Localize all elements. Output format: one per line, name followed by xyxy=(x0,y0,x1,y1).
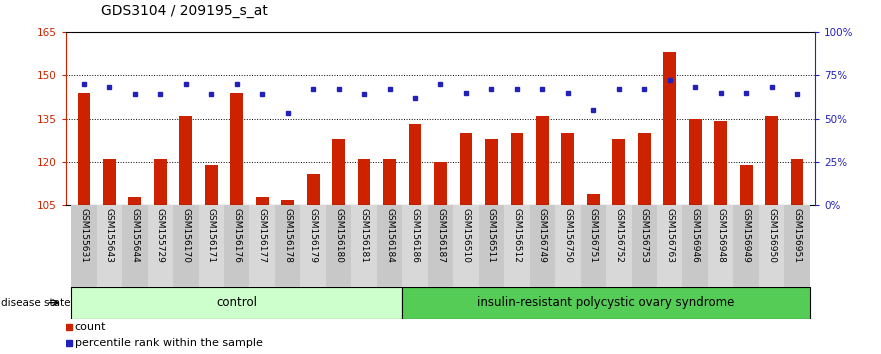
Text: GSM156511: GSM156511 xyxy=(487,208,496,263)
Bar xyxy=(358,159,370,205)
Text: GSM156510: GSM156510 xyxy=(462,208,470,263)
Bar xyxy=(791,159,803,205)
Bar xyxy=(71,287,403,319)
Bar xyxy=(205,165,218,205)
Bar xyxy=(561,133,574,205)
Bar xyxy=(307,173,320,205)
Bar xyxy=(300,205,326,290)
Bar xyxy=(733,205,759,290)
Text: GSM156951: GSM156951 xyxy=(793,208,802,263)
Bar xyxy=(683,205,708,290)
Bar xyxy=(581,205,606,290)
Bar xyxy=(632,205,657,290)
Text: GSM156763: GSM156763 xyxy=(665,208,674,263)
Bar xyxy=(122,205,148,290)
Text: GSM156950: GSM156950 xyxy=(767,208,776,263)
Text: GDS3104 / 209195_s_at: GDS3104 / 209195_s_at xyxy=(101,4,268,18)
Text: percentile rank within the sample: percentile rank within the sample xyxy=(75,338,263,348)
Bar xyxy=(403,205,428,290)
Bar xyxy=(587,194,600,205)
Bar xyxy=(657,205,683,290)
Bar xyxy=(249,205,275,290)
Bar xyxy=(740,165,752,205)
Bar xyxy=(383,159,396,205)
Bar xyxy=(511,133,523,205)
Bar xyxy=(434,162,447,205)
Bar xyxy=(103,159,115,205)
Bar xyxy=(78,93,90,205)
Bar xyxy=(275,205,300,290)
Text: GSM156749: GSM156749 xyxy=(538,208,547,263)
Bar xyxy=(198,205,224,290)
Bar xyxy=(428,205,453,290)
Text: count: count xyxy=(75,321,107,332)
Bar xyxy=(97,205,122,290)
Bar xyxy=(612,139,626,205)
Bar xyxy=(759,205,784,290)
Bar xyxy=(326,205,352,290)
Bar xyxy=(403,287,810,319)
Text: GSM156949: GSM156949 xyxy=(742,208,751,263)
Text: GSM156184: GSM156184 xyxy=(385,208,394,263)
Bar xyxy=(180,116,192,205)
Bar xyxy=(766,116,778,205)
Bar xyxy=(377,205,403,290)
Bar xyxy=(714,121,727,205)
Bar xyxy=(784,205,810,290)
Bar xyxy=(71,205,97,290)
Text: GSM156177: GSM156177 xyxy=(258,208,267,263)
Bar xyxy=(536,116,549,205)
Text: GSM156750: GSM156750 xyxy=(563,208,573,263)
Text: GSM156180: GSM156180 xyxy=(334,208,343,263)
Text: GSM155631: GSM155631 xyxy=(79,208,88,263)
Bar xyxy=(230,93,243,205)
Bar xyxy=(255,197,269,205)
Text: GSM156512: GSM156512 xyxy=(513,208,522,263)
Text: GSM155644: GSM155644 xyxy=(130,208,139,263)
Text: disease state: disease state xyxy=(1,298,70,308)
Text: GSM156751: GSM156751 xyxy=(589,208,598,263)
Bar xyxy=(708,205,733,290)
Text: GSM156179: GSM156179 xyxy=(308,208,318,263)
Bar xyxy=(409,124,421,205)
Bar xyxy=(332,139,345,205)
Text: insulin-resistant polycystic ovary syndrome: insulin-resistant polycystic ovary syndr… xyxy=(478,296,735,309)
Text: GSM156186: GSM156186 xyxy=(411,208,419,263)
Text: GSM156171: GSM156171 xyxy=(207,208,216,263)
Bar xyxy=(606,205,632,290)
Bar xyxy=(663,52,676,205)
Text: GSM156176: GSM156176 xyxy=(233,208,241,263)
Bar xyxy=(529,205,555,290)
Text: GSM156753: GSM156753 xyxy=(640,208,648,263)
Bar xyxy=(555,205,581,290)
Bar xyxy=(154,159,167,205)
Bar xyxy=(352,205,377,290)
Text: GSM156946: GSM156946 xyxy=(691,208,700,263)
Bar xyxy=(224,205,249,290)
Bar xyxy=(460,133,472,205)
Bar xyxy=(504,205,529,290)
Text: GSM156752: GSM156752 xyxy=(614,208,623,263)
Bar xyxy=(485,139,498,205)
Text: GSM155643: GSM155643 xyxy=(105,208,114,263)
Text: control: control xyxy=(216,296,257,309)
Bar xyxy=(281,200,294,205)
Bar xyxy=(638,133,651,205)
Bar xyxy=(173,205,198,290)
Text: GSM156187: GSM156187 xyxy=(436,208,445,263)
Text: GSM156170: GSM156170 xyxy=(181,208,190,263)
Bar xyxy=(453,205,478,290)
Text: GSM155729: GSM155729 xyxy=(156,208,165,263)
Text: GSM156948: GSM156948 xyxy=(716,208,725,263)
Text: GSM156181: GSM156181 xyxy=(359,208,368,263)
Text: GSM156178: GSM156178 xyxy=(283,208,292,263)
Bar xyxy=(129,197,141,205)
Bar xyxy=(478,205,504,290)
Bar xyxy=(689,119,701,205)
Bar xyxy=(148,205,173,290)
